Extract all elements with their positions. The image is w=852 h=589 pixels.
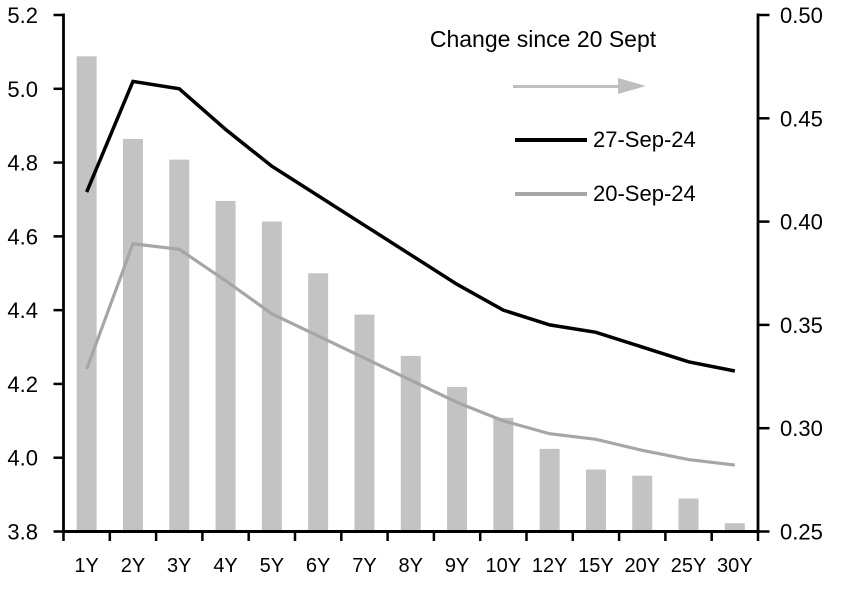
x-axis-label-2Y: 2Y	[121, 555, 145, 577]
legend-label-20-sep: 20-Sep-24	[593, 180, 696, 206]
x-axis-label-7Y: 7Y	[352, 555, 376, 577]
arrow-shaft	[513, 85, 620, 88]
right-arrow-icon	[513, 78, 646, 95]
change-bar-5Y	[261, 221, 282, 532]
legend-title: Change since 20 Sept	[429, 26, 657, 52]
left-axis-tick-label: 3.8	[7, 520, 38, 545]
right-axis-tick-label: 0.45	[780, 106, 823, 131]
change-bar-8Y	[400, 355, 421, 532]
change-bar-9Y	[447, 386, 468, 532]
x-axis-label-4Y: 4Y	[213, 555, 237, 577]
change-bar-1Y	[76, 56, 97, 532]
series-line-27-Sep-24	[85, 79, 736, 373]
change-bar-15Y	[585, 469, 606, 532]
x-axis-label-3Y: 3Y	[167, 555, 191, 577]
change-bar-10Y	[493, 417, 514, 532]
x-axis-label-6Y: 6Y	[306, 555, 330, 577]
change-bar-25Y	[678, 498, 699, 532]
left-axis-tick-label: 4.6	[7, 224, 38, 249]
x-axis-label-5Y: 5Y	[260, 555, 284, 577]
x-axis-label-8Y: 8Y	[399, 555, 423, 577]
legend-label-27-sep: 27-Sep-24	[593, 126, 696, 152]
left-axis-tick-label: 4.4	[7, 298, 38, 323]
series-line-20-Sep-24	[85, 241, 736, 467]
x-axis-label-10Y: 10Y	[486, 555, 522, 577]
x-axis-label-9Y: 9Y	[445, 555, 469, 577]
left-axis-tick-label: 4.2	[7, 372, 38, 397]
change-bar-7Y	[354, 314, 375, 532]
x-axis-label-1Y: 1Y	[74, 555, 98, 577]
line-swatch-black	[515, 137, 587, 142]
right-axis-tick-label: 0.35	[780, 313, 823, 338]
left-axis-tick-label: 4.0	[7, 446, 38, 471]
change-bar-20Y	[632, 475, 653, 532]
legend-entry-20-sep: 20-Sep-24	[515, 181, 696, 206]
change-bar-2Y	[122, 138, 143, 532]
line-swatch-gray	[515, 191, 587, 196]
right-axis-tick-label: 0.40	[780, 210, 823, 235]
x-axis-label-12Y: 12Y	[532, 555, 568, 577]
left-axis-tick-label: 5.0	[7, 77, 38, 102]
right-axis-tick-label: 0.30	[780, 416, 823, 441]
x-axis-label-20Y: 20Y	[624, 555, 660, 577]
change-bar-30Y	[724, 523, 745, 532]
x-axis-label-15Y: 15Y	[578, 555, 614, 577]
x-axis-label-25Y: 25Y	[671, 555, 707, 577]
change-bar-12Y	[539, 448, 560, 532]
legend-entry-27-sep: 27-Sep-24	[515, 127, 696, 152]
right-axis-tick-label: 0.50	[780, 3, 823, 28]
arrow-head	[618, 78, 646, 94]
right-axis-tick-label: 0.25	[780, 520, 823, 545]
x-axis-label-30Y: 30Y	[717, 555, 753, 577]
left-axis-tick-label: 5.2	[7, 3, 38, 28]
left-axis-tick-label: 4.8	[7, 151, 38, 176]
